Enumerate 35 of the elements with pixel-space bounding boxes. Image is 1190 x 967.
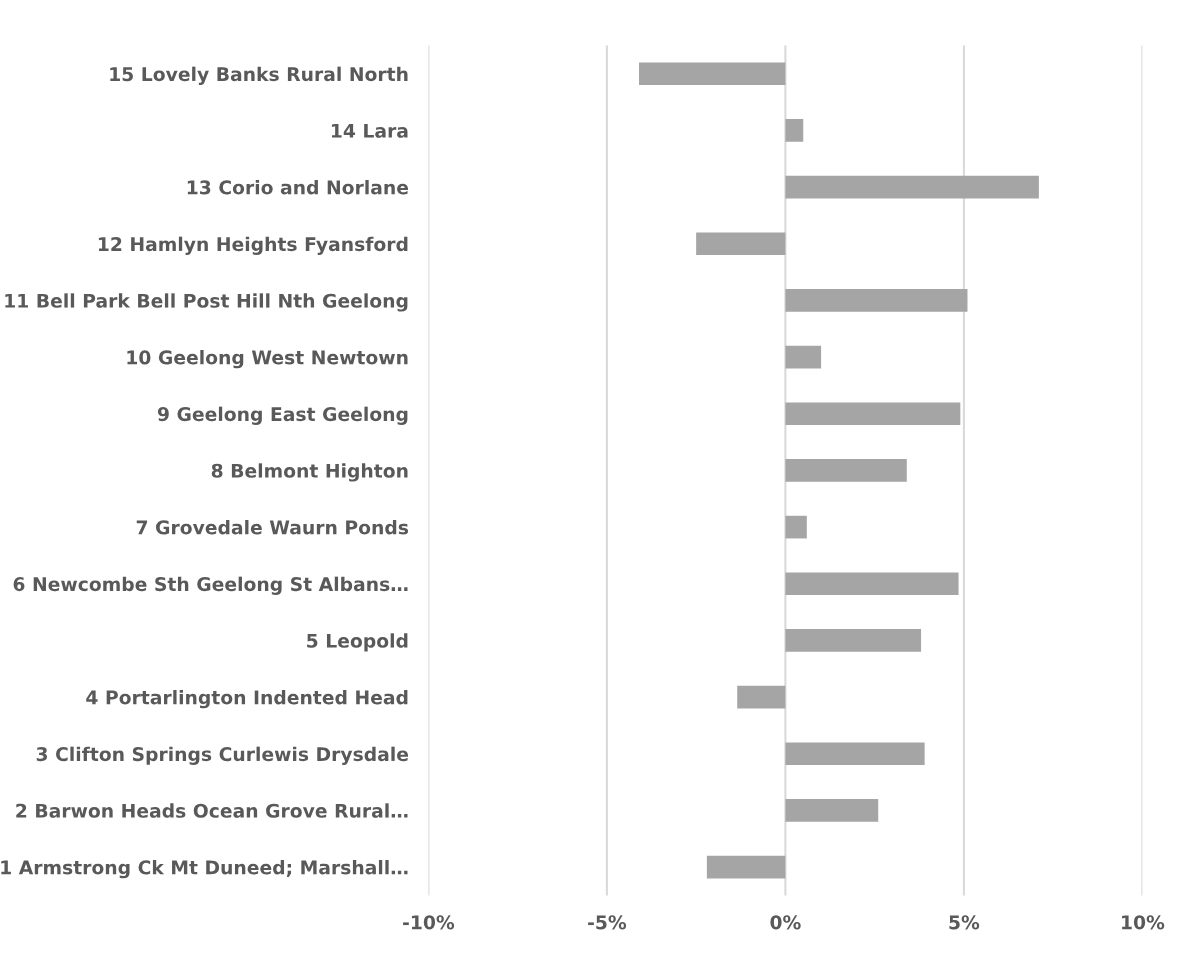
y-tick-label: 12 Hamlyn Heights Fyansford xyxy=(98,236,408,255)
y-tick-label: 5 Leopold xyxy=(307,633,408,652)
bar xyxy=(785,572,959,596)
y-tick-label: 3 Clifton Springs Curlewis Drysdale xyxy=(36,746,409,765)
bar xyxy=(785,175,1039,199)
bar xyxy=(785,402,961,426)
y-tick-label: 2 Barwon Heads Ocean Grove Rural… xyxy=(16,803,408,818)
bar xyxy=(696,232,786,256)
bar xyxy=(785,742,925,766)
bar xyxy=(785,345,822,369)
x-tick-label: 0% xyxy=(770,915,801,930)
bar xyxy=(785,289,968,312)
x-tick-label: -5% xyxy=(588,915,627,930)
bar xyxy=(785,119,804,142)
y-tick-label: 15 Lovely Banks Rural North xyxy=(110,66,408,85)
bar xyxy=(639,62,786,86)
y-tick-label: 4 Portarlington Indented Head xyxy=(86,689,408,709)
y-tick-label: 9 Geelong East Geelong xyxy=(157,406,408,425)
y-tick-label: 1 Armstrong Ck Mt Duneed; Marshall… xyxy=(1,859,408,879)
y-tick-label: 14 Lara xyxy=(331,123,408,138)
bar xyxy=(785,629,922,652)
bar xyxy=(785,799,879,822)
bar xyxy=(706,855,786,879)
x-tick-label: 10% xyxy=(1122,915,1165,930)
bar xyxy=(785,515,807,539)
y-tick-label: 13 Corio and Norlane xyxy=(187,179,409,195)
bar xyxy=(785,459,907,482)
y-tick-label: 6 Newcombe Sth Geelong St Albans… xyxy=(13,576,408,595)
y-tick-label: 10 Geelong West Newtown xyxy=(127,349,408,369)
y-tick-label: 7 Grovedale Waurn Ponds xyxy=(136,519,409,535)
y-tick-label: 11 Bell Park Bell Post Hill Nth Geelong xyxy=(5,293,408,312)
x-tick-label: 5% xyxy=(949,915,980,930)
x-tick-label: -10% xyxy=(403,915,455,930)
y-tick-label: 8 Belmont Highton xyxy=(211,463,408,482)
bar xyxy=(737,685,786,709)
